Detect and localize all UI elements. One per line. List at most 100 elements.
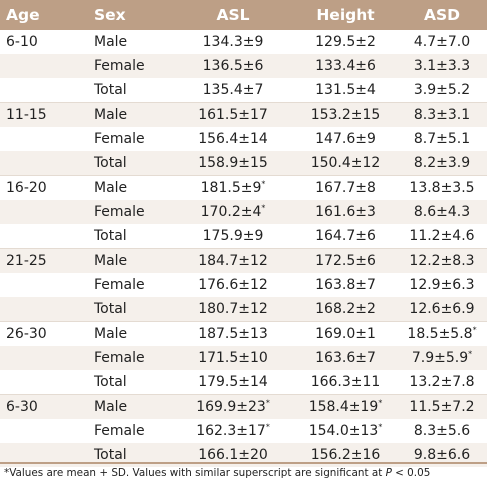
age-group-cell [0, 273, 86, 297]
height-cell-value: 131.5±4 [315, 82, 376, 98]
asd-cell: 8.3±3.1 [397, 102, 487, 127]
sex-cell: Female [86, 127, 172, 151]
significance-marker: * [472, 325, 477, 335]
asd-cell-value: 8.3±5.6 [413, 423, 471, 439]
height-cell: 163.8±7 [294, 273, 397, 297]
asl-cell: 156.4±14 [172, 127, 294, 151]
height-cell: 172.5±6 [294, 248, 397, 273]
height-cell-value: 133.4±6 [315, 58, 376, 74]
table-row: Total 135.4±7 131.5±4 3.9±5.2 [0, 78, 487, 103]
asl-cell-value: 171.5±10 [198, 350, 268, 366]
asd-cell: 11.2±4.6 [397, 224, 487, 249]
table-row: 16-20 Male 181.5±9* 167.7±8 13.8±3.5 [0, 175, 487, 200]
asd-cell: 12.6±6.9 [397, 297, 487, 322]
asd-cell-value: 11.2±4.6 [409, 228, 475, 244]
table-header: Age Sex ASL Height ASD [0, 0, 487, 30]
table-row: 26-30 Male 187.5±13 169.0±1 18.5±5.8* [0, 321, 487, 346]
height-cell: 153.2±15 [294, 102, 397, 127]
age-group-cell [0, 151, 86, 176]
asd-cell-value: 12.9±6.3 [409, 277, 475, 293]
sex-cell: Female [86, 419, 172, 443]
table-row: Female 156.4±14 147.6±9 8.7±5.1 [0, 127, 487, 151]
asl-cell: 134.3±9 [172, 30, 294, 54]
asl-cell-value: 162.3±17 [196, 423, 266, 439]
asl-cell-value: 175.9±9 [202, 228, 264, 244]
asd-cell: 3.9±5.2 [397, 78, 487, 103]
asd-cell: 8.3±5.6 [397, 419, 487, 443]
data-table: Age Sex ASL Height ASD 6-10 Male 134.3±9 12… [0, 0, 487, 467]
asl-cell-value: 156.4±14 [198, 131, 268, 147]
asd-cell-value: 8.2±3.9 [413, 155, 471, 171]
asd-cell-value: 13.2±7.8 [409, 374, 475, 390]
height-cell-value: 163.6±7 [315, 350, 376, 366]
height-cell-value: 150.4±12 [310, 155, 381, 171]
height-cell: 166.3±11 [294, 370, 397, 395]
asd-cell-value: 8.3±3.1 [413, 107, 471, 123]
height-cell: 158.4±19* [294, 394, 397, 419]
age-group-cell [0, 419, 86, 443]
significance-marker: * [378, 422, 383, 432]
asl-cell-value: 158.9±15 [198, 155, 268, 171]
height-cell-value: 154.0±13 [308, 423, 379, 439]
asd-cell-value: 18.5±5.8 [407, 326, 473, 342]
header-age: Age [0, 0, 86, 30]
height-cell: 169.0±1 [294, 321, 397, 346]
asl-cell: 175.9±9 [172, 224, 294, 249]
sex-cell: Male [86, 102, 172, 127]
height-cell-value: 166.3±11 [310, 374, 381, 390]
asd-cell: 13.2±7.8 [397, 370, 487, 395]
asd-cell-value: 9.8±6.6 [413, 447, 471, 463]
header-sex: Sex [86, 0, 172, 30]
asd-cell: 4.7±7.0 [397, 30, 487, 54]
asd-cell-value: 4.7±7.0 [413, 34, 471, 50]
asl-cell: 179.5±14 [172, 370, 294, 395]
height-cell: 161.6±3 [294, 200, 397, 224]
table-row: Total 166.1±20 156.2±16 9.8±6.6 [0, 443, 487, 467]
asl-cell: 161.5±17 [172, 102, 294, 127]
asl-cell: 187.5±13 [172, 321, 294, 346]
asd-cell-value: 13.8±3.5 [409, 180, 475, 196]
height-cell-value: 129.5±2 [315, 34, 376, 50]
asd-cell-value: 12.6±6.9 [409, 301, 475, 317]
asl-cell-value: 136.5±6 [202, 58, 264, 74]
asd-cell: 13.8±3.5 [397, 175, 487, 200]
asd-cell-value: 3.1±3.3 [413, 58, 471, 74]
height-cell: 129.5±2 [294, 30, 397, 54]
asd-cell-value: 12.2±8.3 [409, 253, 475, 269]
asd-cell: 12.9±6.3 [397, 273, 487, 297]
asd-cell: 7.9±5.9* [397, 346, 487, 370]
table-row: Total 175.9±9 164.7±6 11.2±4.6 [0, 224, 487, 249]
asd-cell: 18.5±5.8* [397, 321, 487, 346]
asd-cell-value: 8.6±4.3 [413, 204, 471, 220]
sex-cell: Female [86, 54, 172, 78]
table-row: Female 176.6±12 163.8±7 12.9±6.3 [0, 273, 487, 297]
footnote-threshold: < 0.05 [391, 467, 431, 479]
table-row: Total 158.9±15 150.4±12 8.2±3.9 [0, 151, 487, 176]
height-cell-value: 167.7±8 [315, 180, 376, 196]
table-row: Female 136.5±6 133.4±6 3.1±3.3 [0, 54, 487, 78]
header-asl: ASL [172, 0, 294, 30]
table-row: Female 162.3±17* 154.0±13* 8.3±5.6 [0, 419, 487, 443]
asl-cell: 169.9±23* [172, 394, 294, 419]
sex-cell: Male [86, 175, 172, 200]
significance-marker: * [265, 422, 270, 432]
height-cell: 167.7±8 [294, 175, 397, 200]
sex-cell: Male [86, 30, 172, 54]
asl-cell-value: 134.3±9 [202, 34, 264, 50]
sex-cell: Total [86, 224, 172, 249]
age-group-cell [0, 370, 86, 395]
asd-cell: 8.6±4.3 [397, 200, 487, 224]
height-cell-value: 147.6±9 [315, 131, 376, 147]
table-footnote: *Values are mean + SD. Values with simil… [0, 462, 487, 482]
height-cell-value: 153.2±15 [310, 107, 381, 123]
age-group-cell: 26-30 [0, 321, 86, 346]
height-cell: 150.4±12 [294, 151, 397, 176]
age-group-cell [0, 127, 86, 151]
header-row: Age Sex ASL Height ASD [0, 0, 487, 30]
age-group-cell [0, 224, 86, 249]
age-group-cell [0, 78, 86, 103]
asd-cell: 3.1±3.3 [397, 54, 487, 78]
asd-cell: 11.5±7.2 [397, 394, 487, 419]
asl-cell-value: 181.5±9 [200, 180, 262, 196]
